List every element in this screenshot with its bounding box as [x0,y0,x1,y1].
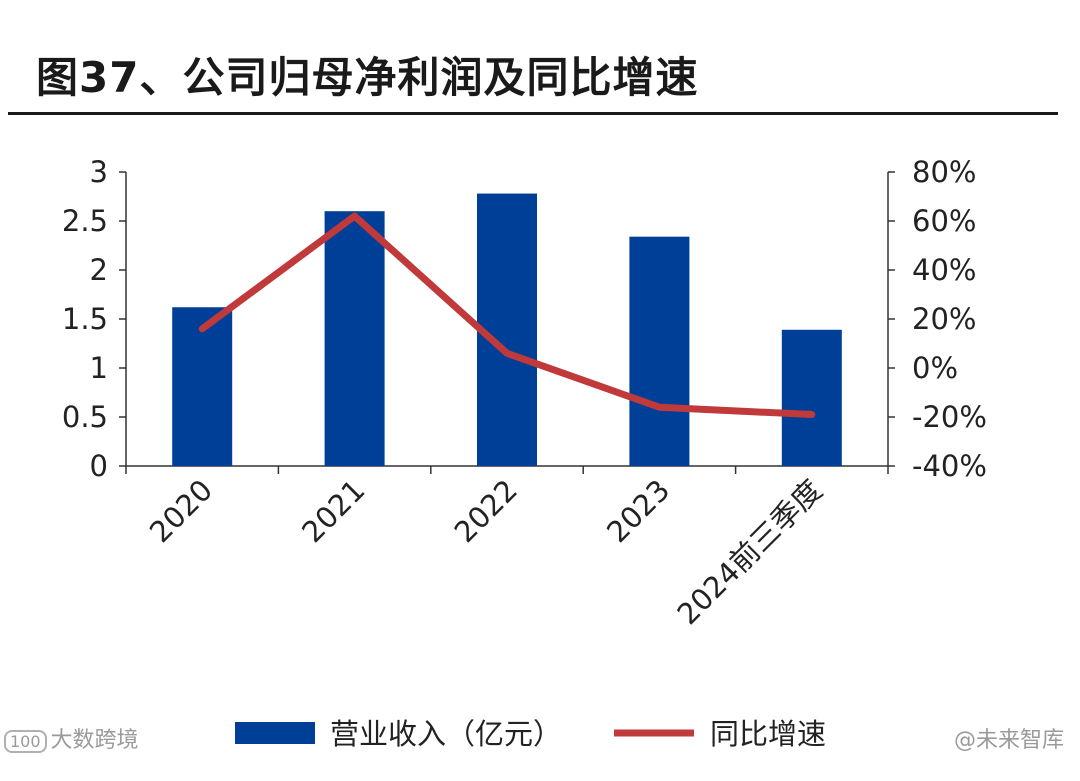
chart-axes: 0 0.5 1 1.5 2 2.5 3 -40% -20% 0% 20% 40% 60% 80% [62,155,987,483]
x-tick-label: 2022 [448,473,524,549]
y-left-tick-label: 2 [90,253,108,287]
chart-title: 图37、公司归母净利润及同比增速 [36,53,699,102]
watermark-left-text: 大数跨境 [50,728,139,753]
line-series [198,212,816,419]
y-right-tick-label: -20% [912,400,987,434]
y-right-tick-label: 80% [912,155,976,189]
legend-label-bar: 营业收入（亿元） [330,717,562,751]
x-tick-label: 2023 [600,473,676,549]
y-right-tick-label: 20% [912,302,976,336]
legend-swatch-bar [235,722,315,744]
bar [172,307,233,466]
line-point [504,350,510,357]
bar [781,329,842,466]
watermark-right: @未来智库 [953,728,1064,753]
y-left-tick-label: 3 [90,155,108,189]
y-left-tick-label: 1.5 [62,302,108,336]
y-left-tick-label: 2.5 [62,204,108,238]
x-tick-label: 2020 [143,473,219,549]
bar-series [172,193,842,466]
line-point [808,411,815,418]
x-tick-label: 2024前三季度 [670,473,828,631]
y-left-tick-label: 0.5 [62,400,108,434]
watermark-left: 100 大数跨境 [4,722,139,754]
line-point [199,325,206,332]
x-tick-label: 2021 [295,473,371,549]
bar [629,236,690,466]
title-divider [8,112,1058,115]
watermark-logo: 100 [4,729,47,753]
y-right-tick-label: 40% [912,253,976,287]
bar [477,193,537,466]
line-point [656,404,663,411]
bar [324,211,385,466]
y-left-tick-label: 1 [90,351,108,385]
y-right-tick-label: 60% [912,204,976,238]
line-point [351,213,358,220]
legend-label-line: 同比增速 [710,717,826,751]
legend: 营业收入（亿元） 同比增速 [235,717,826,751]
y-left-tick-label: 0 [90,449,108,483]
y-right-tick-label: 0% [912,351,958,385]
y-right-tick-label: -40% [912,449,987,483]
